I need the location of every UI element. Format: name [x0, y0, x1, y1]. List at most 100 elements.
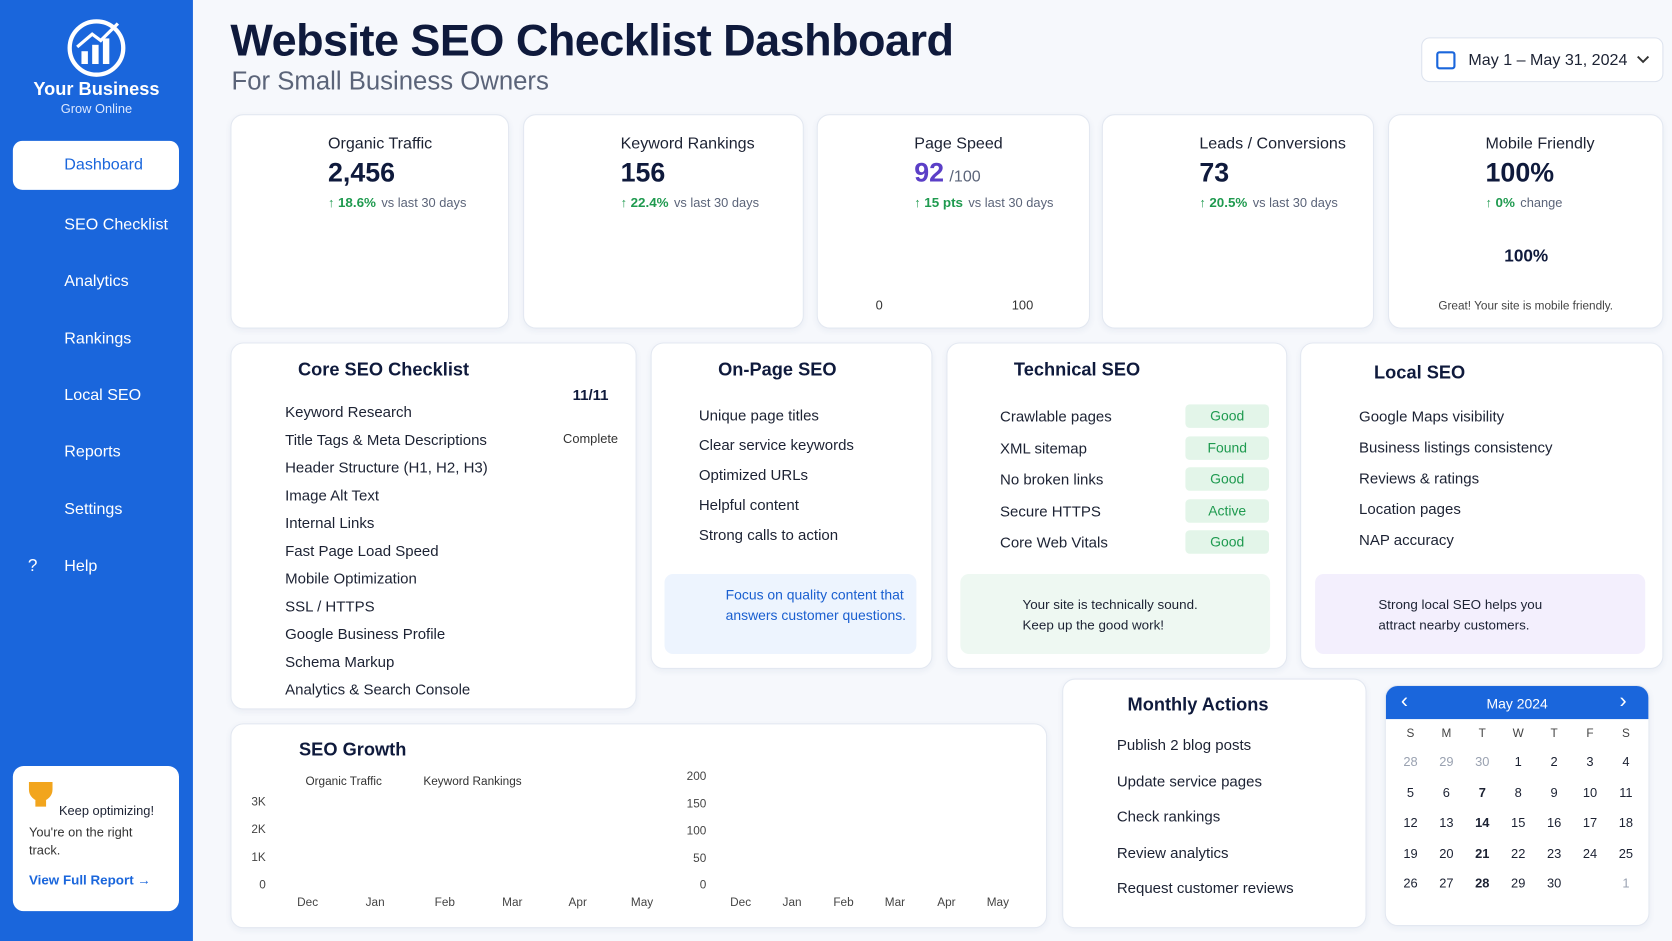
on-page-card: On-Page SEO Unique page titles Clear servi… — [650, 342, 933, 669]
nav-item[interactable]: Settings — [13, 485, 179, 534]
calendar-day[interactable]: 20 — [1439, 845, 1454, 861]
calendar-day[interactable]: 16 — [1546, 815, 1562, 831]
calendar-day[interactable]: 13 — [1439, 815, 1454, 831]
x-tick-label: Apr — [937, 896, 956, 909]
kpi-label: Page Speed — [914, 134, 1003, 153]
technical-item: XML sitemap — [999, 439, 1088, 457]
nav-label[interactable]: Help — [64, 556, 98, 575]
calendar-day[interactable]: 11 — [1619, 784, 1633, 800]
nav-label[interactable]: Dashboard — [64, 155, 143, 174]
checklist-item: Image Alt Text — [285, 486, 380, 504]
next-month[interactable]: › — [1619, 689, 1627, 713]
progress-value: 11/11 — [572, 386, 609, 404]
prev-month[interactable]: ‹ — [1400, 689, 1408, 713]
x-tick-label: Dec — [297, 896, 319, 909]
checklist-item: Analytics & Search Console — [285, 680, 471, 698]
calendar-day[interactable]: 15 — [1511, 815, 1526, 831]
calendar-day[interactable]: 10 — [1582, 784, 1598, 800]
x-tick-label: Mar — [502, 896, 523, 909]
calendar-day[interactable]: 30 — [1475, 754, 1490, 770]
kpi-value-row: 73 — [1199, 158, 1229, 189]
nav-item[interactable]: Analytics — [13, 257, 179, 306]
calendar-day[interactable]: 6 — [1442, 784, 1450, 800]
on-page-item: Optimized URLs — [698, 466, 809, 484]
kpi-change-row: ↑ 18.6% vs last 30 days — [328, 195, 466, 210]
nav-label[interactable]: SEO Checklist — [64, 215, 168, 234]
nav-item[interactable]: ? Help — [13, 542, 179, 591]
sidebar: Your Business Grow Online Dashboard SEO C… — [0, 0, 193, 941]
calendar-day[interactable]: 28 — [1403, 754, 1418, 770]
date-range: May 1 – May 31, 2024 — [1468, 51, 1628, 70]
calendar-day[interactable]: 14 — [1475, 815, 1490, 831]
kpi-change: 0% — [1495, 195, 1515, 211]
calendar-day[interactable]: 26 — [1403, 875, 1418, 891]
nav-label[interactable]: Local SEO — [64, 386, 142, 405]
promo-title: Keep optimizing! — [58, 803, 155, 819]
calendar-day[interactable]: 7 — [1478, 784, 1486, 800]
nav-item[interactable]: Local SEO — [13, 371, 179, 420]
calendar-day[interactable]: 1 — [1622, 875, 1630, 891]
x-tick-label: Jan — [365, 896, 385, 909]
kpi-label: Leads / Conversions — [1199, 134, 1346, 153]
nav-label[interactable]: Settings — [64, 499, 123, 518]
calendar-month: May 2024 — [1486, 695, 1548, 712]
section-title: Technical SEO — [1013, 359, 1141, 380]
nav-item[interactable]: Rankings — [13, 314, 179, 363]
calendar-day[interactable]: 8 — [1514, 784, 1522, 800]
trophy — [28, 782, 53, 807]
note-text: Your site is technically sound. Keep up … — [1022, 597, 1198, 633]
date-picker[interactable]: May 1 – May 31, 2024 — [1421, 37, 1664, 83]
kpi-card: Mobile Friendly 100% ↑ 0% change 100% Great! … — [1387, 114, 1664, 329]
calendar-day[interactable]: 25 — [1618, 845, 1634, 861]
nav-label[interactable]: Rankings — [64, 329, 132, 348]
section-title: Core SEO Checklist — [297, 359, 470, 380]
progress-label: Complete — [563, 431, 619, 446]
calendar-day[interactable]: 23 — [1546, 845, 1562, 861]
local-item: Location pages — [1359, 500, 1461, 518]
promo-link[interactable]: View Full Report → — [28, 872, 151, 888]
ring-label: 100% — [1504, 247, 1549, 266]
technical-card: Technical SEO Crawlable pages Good XML site… — [946, 342, 1288, 669]
calendar-day[interactable]: 4 — [1622, 754, 1630, 770]
technical-item: Core Web Vitals — [999, 533, 1108, 551]
chevron — [1637, 55, 1650, 64]
kpi-card: Leads / Conversions 73 ↑ 20.5% vs last 30 d… — [1101, 114, 1375, 329]
calendar-day[interactable]: 1 — [1514, 754, 1522, 770]
technical-item: No broken links — [999, 470, 1104, 488]
nav-label[interactable]: Reports — [64, 442, 121, 462]
calendar-day[interactable]: 29 — [1439, 754, 1454, 770]
calendar-day[interactable]: 19 — [1403, 845, 1418, 861]
calendar-day[interactable]: 12 — [1403, 815, 1418, 831]
local-item: Business listings consistency — [1359, 438, 1553, 456]
calendar-day[interactable]: 18 — [1618, 815, 1634, 831]
nav-item[interactable]: SEO Checklist — [13, 201, 179, 250]
calendar-day[interactable]: 21 — [1475, 845, 1490, 861]
calendar-day[interactable]: 22 — [1511, 845, 1526, 861]
up-arrow: ↑ — [620, 195, 631, 211]
nav-item[interactable]: Dashboard — [12, 140, 179, 190]
kpi-value: 156 — [620, 157, 666, 188]
calendar-header: May 2024 ‹ › — [1385, 686, 1649, 720]
calendar-day[interactable]: 5 — [1406, 784, 1415, 800]
link-text[interactable]: View Full Report — [28, 872, 134, 888]
y-tick-label: 1K — [251, 851, 266, 865]
nav-item[interactable]: Reports — [13, 428, 179, 477]
kpi-card: Organic Traffic 2,456 ↑ 18.6% vs last 30 da… — [230, 114, 510, 329]
nav-label[interactable]: Analytics — [64, 272, 129, 291]
calendar-day[interactable]: 28 — [1475, 875, 1490, 891]
calendar-day[interactable]: 27 — [1439, 875, 1454, 891]
calendar-day[interactable]: 30 — [1546, 875, 1562, 891]
status-pill: Found — [1185, 435, 1270, 460]
calendar-day[interactable]: 31 — [1582, 875, 1598, 891]
calendar-day[interactable]: 29 — [1511, 875, 1526, 891]
weekday: S — [1406, 727, 1415, 741]
calendar-day[interactable]: 9 — [1550, 784, 1558, 800]
calendar-day[interactable]: 2 — [1550, 754, 1558, 770]
calendar-day[interactable]: 17 — [1582, 815, 1598, 831]
checklist-item: Schema Markup — [285, 652, 395, 671]
page-title: Website SEO Checklist Dashboard — [230, 14, 954, 66]
x-tick-label: Apr — [568, 896, 587, 909]
calendar-day[interactable]: 3 — [1586, 754, 1594, 770]
kpi-card: Page Speed 92/100 ↑ 15 pts vs last 30 days 0… — [816, 114, 1091, 329]
calendar-day[interactable]: 24 — [1582, 845, 1598, 861]
